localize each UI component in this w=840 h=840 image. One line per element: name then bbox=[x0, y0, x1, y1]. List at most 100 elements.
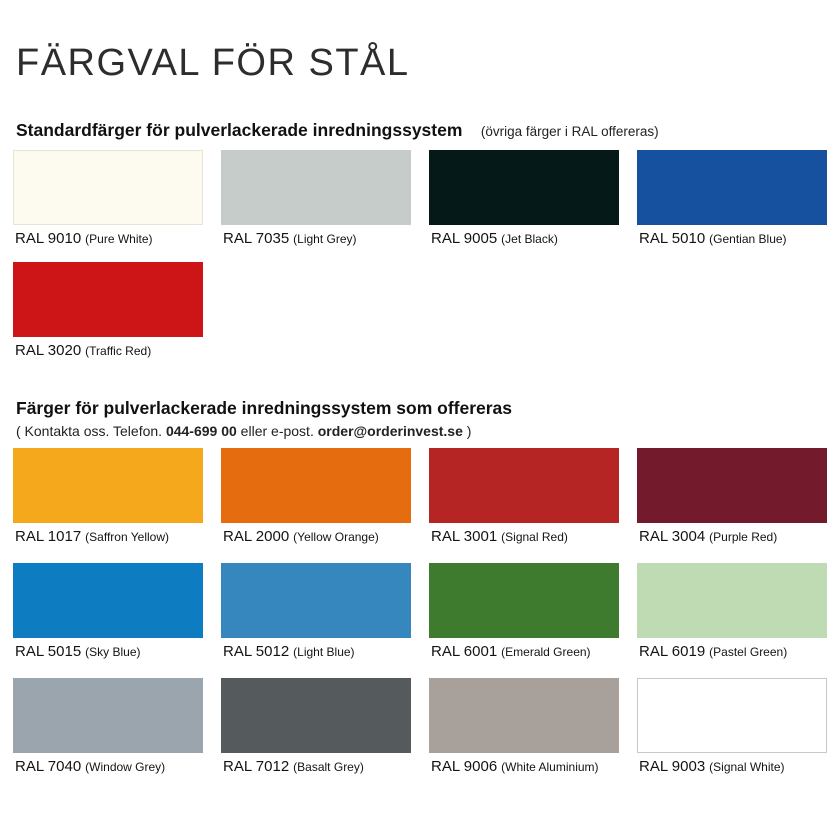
ral-code: RAL 7012 bbox=[223, 757, 290, 775]
section-1-header: Standardfärger för pulverlackerade inred… bbox=[16, 120, 840, 142]
contact-line: ( Kontakta oss. Telefon. 044-699 00 elle… bbox=[16, 422, 840, 440]
contact-phone: 044-699 00 bbox=[165, 422, 237, 439]
contact-prefix: ( Kontakta oss. Telefon. bbox=[16, 422, 166, 439]
swatch-label: RAL 2000 (Yellow Orange) bbox=[223, 528, 411, 546]
ral-code: RAL 1017 bbox=[15, 527, 82, 545]
swatch-ral-7012 bbox=[221, 677, 411, 753]
color-name: (Pure White) bbox=[85, 231, 153, 246]
color-name: (Basalt Grey) bbox=[293, 759, 364, 774]
ral-code: RAL 9010 bbox=[15, 229, 82, 247]
swatch-cell-ral-7012: RAL 7012 (Basalt Grey) bbox=[221, 677, 411, 776]
swatch-cell-ral-9010: RAL 9010 (Pure White) bbox=[13, 149, 203, 248]
offered-colors-grid: RAL 1017 (Saffron Yellow) RAL 2000 (Yellow… bbox=[13, 447, 840, 776]
swatch-label: RAL 5010 (Gentian Blue) bbox=[639, 230, 827, 248]
swatch-label: RAL 7040 (Window Grey) bbox=[15, 758, 203, 776]
ral-code: RAL 5015 bbox=[15, 642, 82, 660]
swatch-label: RAL 3020 (Traffic Red) bbox=[15, 342, 203, 360]
color-name: (Yellow Orange) bbox=[293, 529, 379, 544]
swatch-cell-ral-9005: RAL 9005 (Jet Black) bbox=[429, 149, 619, 248]
swatch-label: RAL 9010 (Pure White) bbox=[15, 230, 203, 248]
swatch-cell-ral-6019: RAL 6019 (Pastel Green) bbox=[637, 562, 827, 661]
section-2-title: Färger för pulverlackerade inredningssys… bbox=[16, 397, 513, 418]
color-name: (Light Blue) bbox=[293, 644, 355, 659]
ral-code: RAL 7035 bbox=[223, 229, 290, 247]
swatch-label: RAL 9005 (Jet Black) bbox=[431, 230, 619, 248]
swatch-cell-ral-7035: RAL 7035 (Light Grey) bbox=[221, 149, 411, 248]
ral-code: RAL 3001 bbox=[431, 527, 498, 545]
swatch-label: RAL 9006 (White Aluminium) bbox=[431, 758, 619, 776]
ral-code: RAL 6019 bbox=[639, 642, 706, 660]
ral-code: RAL 5012 bbox=[223, 642, 290, 660]
swatch-label: RAL 3004 (Purple Red) bbox=[639, 528, 827, 546]
ral-code: RAL 3004 bbox=[639, 527, 706, 545]
swatch-ral-6001 bbox=[429, 562, 619, 638]
swatch-ral-2000 bbox=[221, 447, 411, 523]
swatch-ral-5012 bbox=[221, 562, 411, 638]
swatch-cell-ral-5015: RAL 5015 (Sky Blue) bbox=[13, 562, 203, 661]
swatch-ral-9010 bbox=[13, 149, 203, 225]
swatch-ral-5010 bbox=[637, 149, 827, 225]
swatch-ral-7040 bbox=[13, 677, 203, 753]
color-name: (Purple Red) bbox=[709, 529, 778, 544]
swatch-cell-ral-3004: RAL 3004 (Purple Red) bbox=[637, 447, 827, 546]
swatch-ral-7035 bbox=[221, 149, 411, 225]
ral-code: RAL 3020 bbox=[15, 341, 82, 359]
color-name: (White Aluminium) bbox=[501, 759, 599, 774]
color-name: (Sky Blue) bbox=[85, 644, 141, 659]
contact-email: order@orderinvest.se bbox=[317, 422, 463, 439]
color-name: (Light Grey) bbox=[293, 231, 357, 246]
ral-code: RAL 9006 bbox=[431, 757, 498, 775]
color-name: (Saffron Yellow) bbox=[85, 529, 170, 544]
ral-code: RAL 9003 bbox=[639, 757, 706, 775]
swatch-cell-ral-9006: RAL 9006 (White Aluminium) bbox=[429, 677, 619, 776]
swatch-cell-ral-1017: RAL 1017 (Saffron Yellow) bbox=[13, 447, 203, 546]
contact-middle: eller e-post. bbox=[236, 422, 318, 439]
swatch-label: RAL 7035 (Light Grey) bbox=[223, 230, 411, 248]
contact-suffix: ) bbox=[462, 422, 472, 439]
ral-code: RAL 9005 bbox=[431, 229, 498, 247]
swatch-label: RAL 7012 (Basalt Grey) bbox=[223, 758, 411, 776]
swatch-cell-ral-3020: RAL 3020 (Traffic Red) bbox=[13, 261, 203, 360]
color-name: (Gentian Blue) bbox=[709, 231, 787, 246]
swatch-label: RAL 1017 (Saffron Yellow) bbox=[15, 528, 203, 546]
ral-code: RAL 2000 bbox=[223, 527, 290, 545]
swatch-ral-6019 bbox=[637, 562, 827, 638]
swatch-cell-ral-3001: RAL 3001 (Signal Red) bbox=[429, 447, 619, 546]
swatch-ral-5015 bbox=[13, 562, 203, 638]
swatch-cell-ral-5010: RAL 5010 (Gentian Blue) bbox=[637, 149, 827, 248]
swatch-ral-3020 bbox=[13, 261, 203, 337]
standard-colors-grid: RAL 9010 (Pure White) RAL 7035 (Light Grey… bbox=[13, 149, 840, 360]
color-name: (Traffic Red) bbox=[85, 343, 152, 358]
color-name: (Emerald Green) bbox=[501, 644, 591, 659]
swatch-cell-ral-2000: RAL 2000 (Yellow Orange) bbox=[221, 447, 411, 546]
section-2-header: Färger för pulverlackerade inredningssys… bbox=[16, 398, 840, 420]
color-name: (Signal White) bbox=[709, 759, 785, 774]
ral-code: RAL 7040 bbox=[15, 757, 82, 775]
section-1-note: (övriga färger i RAL offereras) bbox=[480, 123, 659, 139]
swatch-label: RAL 9003 (Signal White) bbox=[639, 758, 827, 776]
section-1-title: Standardfärger för pulverlackerade inred… bbox=[16, 119, 463, 140]
color-name: (Signal Red) bbox=[501, 529, 568, 544]
swatch-cell-ral-5012: RAL 5012 (Light Blue) bbox=[221, 562, 411, 661]
swatch-label: RAL 6001 (Emerald Green) bbox=[431, 643, 619, 661]
ral-code: RAL 5010 bbox=[639, 229, 706, 247]
page-title: FÄRGVAL FÖR STÅL bbox=[16, 42, 410, 84]
swatch-cell-ral-9003: RAL 9003 (Signal White) bbox=[637, 677, 827, 776]
swatch-ral-9003 bbox=[637, 677, 827, 753]
swatch-ral-9006 bbox=[429, 677, 619, 753]
swatch-label: RAL 6019 (Pastel Green) bbox=[639, 643, 827, 661]
color-name: (Jet Black) bbox=[501, 231, 558, 246]
ral-code: RAL 6001 bbox=[431, 642, 498, 660]
swatch-cell-ral-7040: RAL 7040 (Window Grey) bbox=[13, 677, 203, 776]
swatch-ral-9005 bbox=[429, 149, 619, 225]
swatch-ral-3001 bbox=[429, 447, 619, 523]
swatch-label: RAL 5012 (Light Blue) bbox=[223, 643, 411, 661]
swatch-label: RAL 3001 (Signal Red) bbox=[431, 528, 619, 546]
swatch-label: RAL 5015 (Sky Blue) bbox=[15, 643, 203, 661]
swatch-cell-ral-6001: RAL 6001 (Emerald Green) bbox=[429, 562, 619, 661]
swatch-ral-3004 bbox=[637, 447, 827, 523]
swatch-ral-1017 bbox=[13, 447, 203, 523]
color-name: (Pastel Green) bbox=[709, 644, 788, 659]
color-name: (Window Grey) bbox=[85, 759, 166, 774]
